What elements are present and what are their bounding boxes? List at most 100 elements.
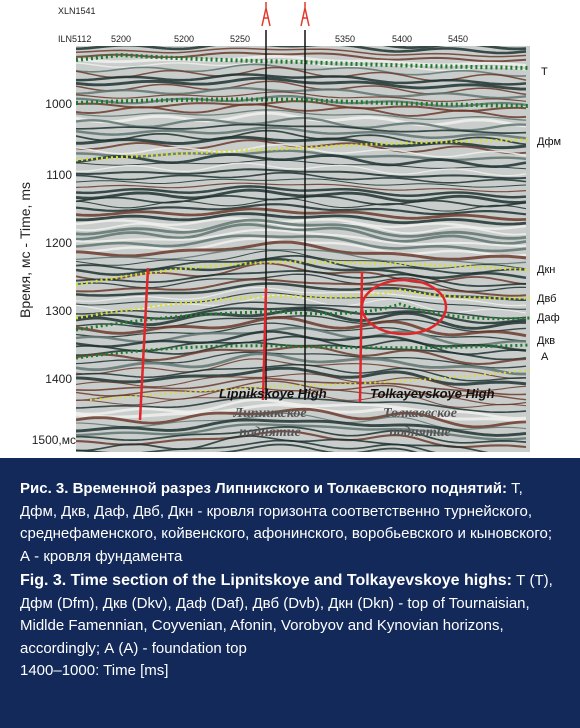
reflector (76, 373, 527, 392)
reflector (76, 153, 527, 168)
reflector (76, 234, 527, 253)
reflector (76, 249, 527, 270)
caption-label: Fig. 3. Time section of the Lipnitskoye … (20, 572, 512, 589)
horizon-line (75, 302, 531, 332)
caption-en: Fig. 3. Time section of the Lipnitskoye … (20, 570, 562, 683)
reflector (76, 389, 527, 408)
y-label: 1300 (45, 304, 72, 318)
reflector (76, 248, 527, 265)
header-label: XLN1541 (58, 6, 96, 16)
horizon-label: Т (541, 66, 548, 78)
reflector (76, 197, 527, 212)
trace-label: 5350 (335, 34, 355, 44)
horizon-line (89, 369, 531, 401)
reflector (76, 426, 527, 444)
horizon-label: Даф (537, 312, 560, 324)
reflector (76, 171, 527, 184)
y-label: 1100 (46, 168, 72, 182)
reflector (76, 63, 527, 77)
annotation-box: Липникское поднятие (233, 406, 307, 440)
reflector (215, 443, 418, 452)
reflector (76, 223, 527, 245)
y-label: 1000 (45, 97, 72, 111)
reflector (76, 403, 527, 423)
horizon-labels: Т Дфм Дкн Двб Даф Дкв А (537, 66, 561, 363)
seismic-figure: XLN1541 ILN5112 5200 5200 5250 5350 5400… (17, 2, 561, 452)
annotations: Lipnikskoye High Липникское поднятие Tol… (219, 386, 495, 440)
reflector (76, 218, 527, 240)
reflector (76, 168, 527, 180)
caption-ru: Рис. 3. Временной разрез Липникского и Т… (20, 478, 562, 568)
reflector (76, 47, 527, 58)
reflector (76, 217, 527, 230)
reflector (76, 423, 527, 441)
trace-label: 5450 (448, 34, 468, 44)
horizon-label: Дфм (537, 136, 561, 148)
reflector (76, 396, 527, 413)
reflector (76, 240, 527, 261)
caption: Рис. 3. Временной разрез Липникского и Т… (0, 458, 580, 728)
annotation-box: Толкаевское поднятие (383, 406, 457, 440)
reflector (76, 188, 527, 204)
annotation: Липникское поднятие (233, 406, 307, 440)
reflector (76, 418, 527, 437)
horizon-label: Дкв (537, 335, 555, 347)
reflector (76, 282, 527, 302)
caption-label: Рис. 3. Временной разрез Липникского и Т… (20, 480, 507, 497)
reflector (76, 116, 527, 132)
reflector (76, 220, 527, 236)
reflector (76, 316, 527, 338)
well-icons (261, 2, 310, 27)
horizon-line (75, 260, 531, 287)
reflector (76, 178, 527, 188)
horizon-label: Дкн (537, 264, 555, 276)
y-label: 1200 (45, 236, 72, 250)
reflector (76, 273, 527, 292)
header-label: ILN5112 (58, 34, 91, 44)
reflector (76, 398, 527, 420)
reflector (76, 366, 527, 386)
reflector (76, 73, 527, 86)
reflector (76, 162, 527, 177)
reflector (76, 322, 527, 342)
reflector (76, 103, 527, 119)
horizon-label: А (541, 351, 549, 363)
caption-text: Т, Дфм, Дкв, Даф, Двб, Дкн - кровля гори… (20, 480, 553, 565)
trace-header: XLN1541 ILN5112 5200 5200 5250 5350 5400… (58, 6, 468, 44)
reflector (76, 194, 527, 208)
y-label: 1400 (45, 372, 72, 386)
horizon-line (75, 288, 531, 320)
reflector (76, 212, 527, 226)
reflector (76, 228, 527, 247)
annotation: Tolkayevskoye High (370, 386, 495, 401)
reflector (76, 76, 527, 91)
reflector (76, 109, 527, 121)
horizon-label: Двб (537, 293, 556, 305)
reflector (76, 80, 527, 96)
faults (138, 267, 448, 421)
reflector (76, 301, 527, 320)
annotation: Толкаевское поднятие (383, 406, 457, 440)
y-label: 1500,мс (32, 433, 76, 447)
reflector (76, 123, 527, 134)
annotation: Lipnikskoye High (219, 386, 327, 401)
caption-text: Т (T), Дфм (Dfm), Дкв (Dkv), Даф (Daf), … (20, 572, 553, 657)
reflector (76, 159, 527, 170)
trace-label: 5200 (174, 34, 194, 44)
reflector (76, 182, 527, 193)
trace-label: 5200 (111, 34, 131, 44)
reflector (76, 286, 527, 307)
reflector (76, 352, 526, 376)
reflector (76, 203, 527, 216)
reflector (76, 269, 527, 288)
caption-note: 1400–1000: Time [ms] (20, 662, 169, 679)
y-axis-title: Время, мс - Time, ms (17, 182, 33, 318)
reflector (76, 308, 526, 330)
reflector (76, 126, 527, 140)
reflector (76, 278, 527, 297)
reflector (76, 387, 527, 406)
reflector (76, 207, 527, 221)
trace-label: 5250 (230, 34, 250, 44)
trace-label: 5400 (392, 34, 412, 44)
